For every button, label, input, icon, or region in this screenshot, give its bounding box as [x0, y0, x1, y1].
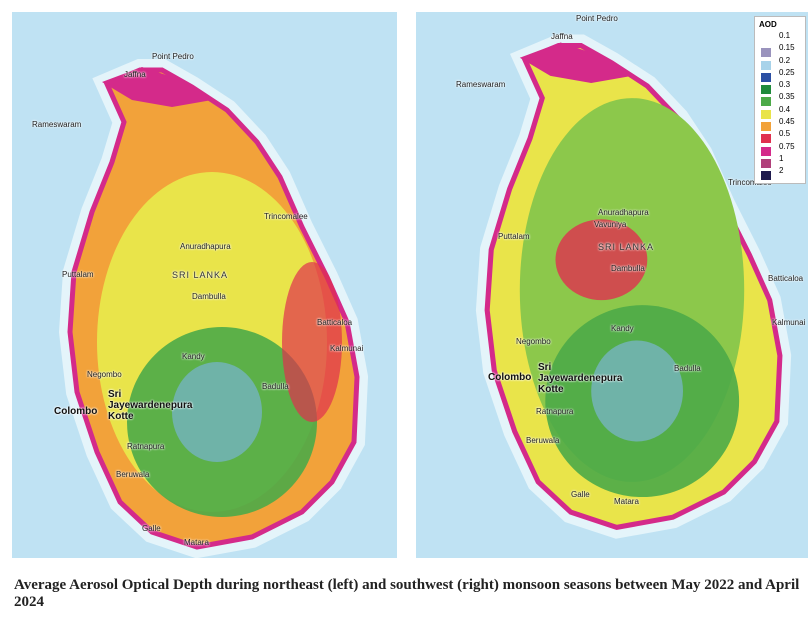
- place-label: Puttalam: [62, 270, 94, 279]
- place-label: Badulla: [674, 364, 701, 373]
- place-label: Badulla: [262, 382, 289, 391]
- place-label: Negombo: [516, 337, 551, 346]
- legend-swatch: [761, 146, 771, 156]
- place-label: Puttalam: [498, 232, 530, 241]
- legend-label: 2: [779, 166, 784, 176]
- legend-label: 0.4: [779, 104, 791, 114]
- legend-swatch: [761, 158, 771, 168]
- place-label: Kandy: [182, 352, 205, 361]
- place-label: Point Pedro: [576, 14, 618, 23]
- zone-dark: [591, 340, 683, 442]
- legend-item: 0.25: [759, 67, 805, 82]
- place-label: Kandy: [611, 324, 634, 333]
- place-label: Rameswaram: [456, 80, 506, 89]
- caption: Average Aerosol Optical Depth during nor…: [14, 577, 800, 610]
- place-label: SRI LANKA: [172, 270, 229, 280]
- place-label: Jaffna: [124, 70, 146, 79]
- place-label: Sri Jayewardenepura Kotte: [108, 389, 193, 422]
- place-label: Matara: [184, 538, 209, 547]
- legend-item: 0.35: [759, 92, 805, 107]
- place-label: Sri Jayewardenepura Kotte: [538, 362, 623, 395]
- legend-swatch: [761, 171, 771, 181]
- legend-label: 0.2: [779, 55, 791, 65]
- place-label: Colombo: [488, 372, 532, 383]
- place-label: Galle: [142, 524, 161, 533]
- place-label: SRI LANKA: [598, 242, 655, 252]
- map-shape: [58, 59, 369, 558]
- legend-label: 0.1: [779, 31, 791, 40]
- place-label: Point Pedro: [152, 52, 194, 61]
- peninsula: [519, 42, 632, 83]
- place-label: Kalmunai: [772, 318, 806, 327]
- legend-swatch: [761, 48, 771, 58]
- legend-item: 0.15: [759, 43, 805, 58]
- place-label: Kalmunai: [330, 344, 364, 353]
- zone-red: [555, 219, 648, 301]
- legend-item: 0.45: [759, 117, 805, 132]
- legend-swatch: [761, 97, 771, 107]
- legend-swatch: [761, 134, 771, 144]
- place-label: Dambulla: [192, 292, 226, 301]
- legend-label: 0.15: [779, 43, 795, 53]
- legend-title: AOD: [759, 20, 777, 29]
- map-right: Point Pedro Jaffna Rameswaram Vavuniya Trinc…: [416, 12, 808, 558]
- zone-red: [282, 262, 342, 422]
- legend-label: 0.3: [779, 80, 791, 90]
- place-label: Anuradhapura: [598, 208, 649, 217]
- legend-item: 0.3: [759, 80, 805, 95]
- legend-item: 0.2: [759, 55, 805, 70]
- legend: AOD 0.1 0.15 0.2 0.25 0.3 0.35 0.4 0.45 0.5 0.75 1 2: [754, 16, 806, 184]
- place-label: Vavuniya: [594, 220, 627, 229]
- place-label: Beruwala: [116, 470, 150, 479]
- legend-label: 0.25: [779, 67, 795, 77]
- place-label: Batticaloa: [768, 274, 804, 283]
- place-label: Trincomalee: [728, 178, 772, 187]
- legend-item: 2: [759, 166, 805, 181]
- island: [58, 59, 369, 558]
- legend-label: 1: [779, 153, 784, 163]
- peninsula: [102, 67, 212, 107]
- place-label: Beruwala: [526, 436, 560, 445]
- place-label: Galle: [571, 490, 590, 499]
- legend-item: 0.75: [759, 141, 805, 156]
- legend-label: 0.75: [779, 141, 795, 151]
- legend-item: 0.1: [759, 31, 805, 43]
- map-left: Point Pedro Jaffna Rameswaram Trincomalee An…: [12, 12, 397, 558]
- legend-swatch: [761, 72, 771, 82]
- legend-swatch: [761, 122, 771, 132]
- place-label: Anuradhapura: [180, 242, 231, 251]
- legend-label: 0.5: [779, 129, 791, 139]
- place-label: Batticaloa: [317, 318, 353, 327]
- map-shape: [475, 34, 792, 539]
- place-label: Jaffna: [551, 32, 573, 41]
- legend-item: 0.5: [759, 129, 805, 144]
- legend-swatch: [761, 109, 771, 119]
- place-label: Ratnapura: [536, 407, 574, 416]
- legend-swatch: [761, 60, 771, 70]
- place-label: Negombo: [87, 370, 122, 379]
- zone-dark: [172, 362, 262, 462]
- place-label: Matara: [614, 497, 639, 506]
- place-label: Dambulla: [611, 264, 645, 273]
- legend-item: 0.4: [759, 104, 805, 119]
- legend-swatch: [761, 85, 771, 95]
- legend-label: 0.35: [779, 92, 795, 102]
- legend-item: 1: [759, 153, 805, 168]
- place-label: Rameswaram: [32, 120, 82, 129]
- place-label: Trincomalee: [264, 212, 308, 221]
- legend-label: 0.45: [779, 117, 795, 127]
- place-label: Ratnapura: [127, 442, 165, 451]
- place-label: Colombo: [54, 406, 98, 417]
- island: [475, 34, 792, 539]
